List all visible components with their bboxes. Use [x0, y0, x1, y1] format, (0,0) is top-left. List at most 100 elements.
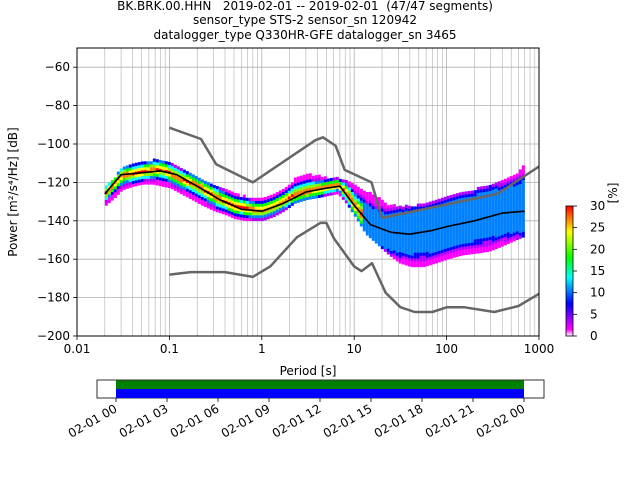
density-cell [359, 203, 363, 207]
density-cell [401, 215, 405, 219]
density-cell [488, 236, 492, 240]
density-cell [368, 203, 372, 207]
density-cell [503, 227, 507, 231]
density-cell [155, 159, 159, 163]
density-cell [170, 180, 174, 184]
density-cell [383, 240, 387, 244]
density-cell [107, 194, 111, 198]
density-cell [347, 190, 351, 194]
density-cell [521, 165, 525, 169]
density-cell [290, 199, 294, 203]
density-cell [482, 191, 486, 195]
density-cell [518, 215, 522, 219]
density-cell [494, 219, 498, 224]
density-cell [422, 235, 426, 239]
density-cell [452, 196, 456, 201]
density-cell [389, 250, 393, 254]
density-cell [512, 186, 516, 190]
density-cell [461, 206, 465, 210]
density-cell [116, 180, 120, 184]
density-cell [269, 194, 273, 199]
density-cell [392, 218, 396, 222]
density-cell [491, 247, 495, 251]
density-cell [380, 243, 384, 247]
density-cell [437, 198, 441, 202]
density-cell [503, 178, 507, 182]
density-cell [392, 238, 396, 242]
density-cell [398, 257, 402, 261]
density-cell [482, 200, 486, 204]
density-cell [386, 239, 390, 243]
density-cell [302, 183, 306, 187]
density-cell [395, 232, 399, 236]
density-cell [461, 232, 465, 236]
density-cell [476, 238, 480, 242]
density-cell [233, 195, 237, 199]
density-cell [230, 200, 234, 204]
density-cell [437, 233, 441, 237]
density-cell [494, 231, 498, 235]
density-cell [143, 181, 147, 185]
density-cell [494, 194, 498, 198]
density-cell [221, 188, 225, 192]
density-cell [464, 194, 468, 198]
density-cell [485, 243, 489, 247]
density-cell [491, 226, 495, 231]
density-cell [284, 192, 288, 196]
density-cell [470, 251, 474, 255]
density-cell [314, 178, 318, 182]
density-cell [476, 215, 480, 219]
density-cell [437, 239, 441, 243]
colorbar-tick-label: 15 [590, 264, 605, 278]
density-cell [170, 183, 174, 187]
density-cell [506, 206, 510, 210]
y-tick-label: −140 [37, 214, 70, 228]
density-cell [359, 208, 363, 213]
density-cell [461, 249, 465, 253]
density-cell [116, 174, 120, 178]
density-cell [515, 236, 519, 240]
density-cell [149, 167, 153, 171]
density-cell [236, 216, 240, 220]
density-cell [224, 191, 228, 196]
density-cell [476, 232, 480, 237]
density-cell [491, 203, 495, 208]
density-cell [494, 188, 498, 192]
density-cell [107, 197, 111, 201]
density-cell [416, 249, 420, 253]
density-cell [341, 179, 345, 183]
density-cell [425, 228, 429, 232]
density-cell [386, 210, 390, 215]
density-cell [503, 190, 507, 194]
density-cell [155, 173, 159, 177]
density-cell [482, 206, 486, 210]
density-cell [506, 214, 510, 219]
density-cell [500, 217, 504, 221]
density-cell [413, 252, 417, 256]
density-cell [422, 220, 426, 224]
density-cell [464, 246, 468, 250]
density-cell [455, 247, 459, 252]
density-cell [215, 191, 219, 195]
density-cell [428, 218, 432, 223]
density-cell [518, 221, 522, 225]
density-cell [431, 249, 435, 253]
density-cell [254, 215, 258, 219]
density-cell [323, 193, 327, 197]
density-cell [440, 255, 444, 259]
density-cell [368, 197, 372, 201]
density-cell [143, 164, 147, 168]
density-cell [128, 175, 132, 180]
density-cell [158, 182, 162, 187]
density-cell [515, 233, 519, 238]
density-cell [224, 209, 228, 213]
density-cell [503, 196, 507, 200]
density-cell [503, 193, 507, 197]
density-cell [158, 171, 162, 175]
density-cell [449, 243, 453, 248]
density-cell [347, 181, 351, 185]
density-cell [443, 237, 447, 241]
density-cell [329, 192, 333, 196]
density-cell [431, 235, 435, 239]
density-cell [413, 220, 417, 224]
